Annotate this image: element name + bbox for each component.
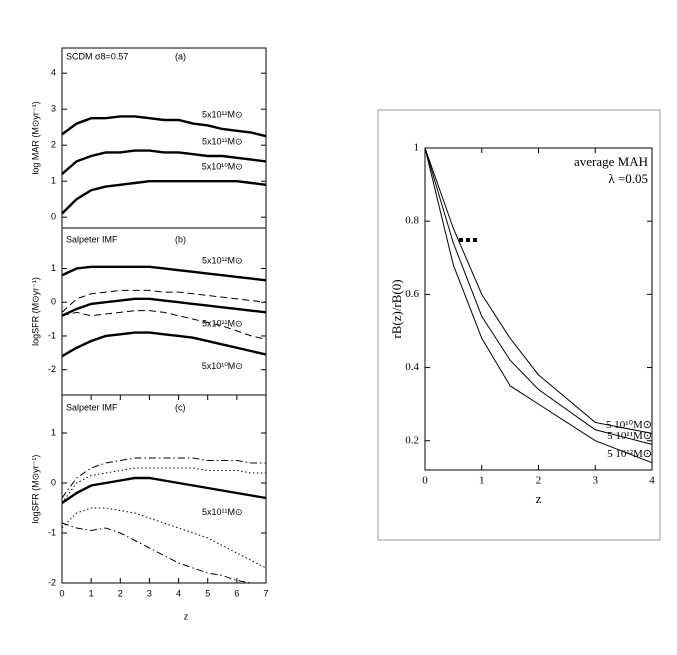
panel-title: SCDM σ8=0.57 bbox=[66, 51, 128, 61]
series-label: 5 10¹¹M⊙ bbox=[607, 430, 652, 442]
x-tick-label: 7 bbox=[263, 588, 268, 598]
line bbox=[61, 457, 266, 499]
line bbox=[61, 149, 267, 175]
series-label: 5x10¹¹M⊙ bbox=[202, 136, 243, 146]
annotation: (a) bbox=[175, 51, 186, 61]
figure-frame bbox=[377, 109, 661, 541]
marker bbox=[459, 238, 463, 242]
annotation: (c) bbox=[175, 402, 186, 412]
panel-title: Salpeter IMF bbox=[66, 402, 118, 412]
line bbox=[61, 289, 267, 313]
line bbox=[424, 147, 653, 464]
y-tick-label: 0.6 bbox=[405, 288, 419, 300]
x-tick-label: 4 bbox=[649, 475, 655, 487]
series-label: 5x10¹¹M⊙ bbox=[202, 507, 243, 517]
line bbox=[424, 147, 653, 445]
y-axis-label: logSFR (M⊙yr⁻¹) bbox=[30, 455, 40, 524]
annotation: λ =0.05 bbox=[608, 171, 648, 186]
y-tick-label: 3 bbox=[51, 104, 56, 114]
series-label: 5x10¹¹M⊙ bbox=[202, 319, 243, 329]
y-tick-label: 0 bbox=[51, 477, 56, 487]
x-tick-label: 6 bbox=[234, 588, 239, 598]
y-tick-label: 4 bbox=[51, 68, 56, 78]
x-tick-label: 5 bbox=[205, 588, 210, 598]
x-tick-label: 0 bbox=[422, 475, 428, 487]
series-label: 5 10¹⁰M⊙ bbox=[606, 419, 652, 431]
x-tick-label: 2 bbox=[536, 475, 542, 487]
y-axis-label: log MAR (M⊙yr⁻¹) bbox=[30, 101, 40, 174]
y-tick-label: 0.8 bbox=[405, 215, 419, 227]
y-tick-label: 0 bbox=[51, 297, 56, 307]
line bbox=[61, 115, 267, 138]
plot-frame bbox=[61, 394, 267, 584]
line bbox=[424, 147, 653, 434]
x-axis-label: z bbox=[184, 611, 189, 621]
series-label: 5 10¹²M⊙ bbox=[607, 448, 652, 460]
x-tick-label: 1 bbox=[89, 588, 94, 598]
y-tick-label: -1 bbox=[48, 527, 56, 537]
series-label: 5x10¹²M⊙ bbox=[202, 256, 243, 266]
line bbox=[61, 265, 267, 282]
x-axis-label: z bbox=[536, 491, 542, 506]
marker bbox=[473, 238, 477, 242]
x-tick-label: 3 bbox=[593, 475, 599, 487]
x-tick-label: 1 bbox=[479, 475, 485, 487]
y-tick-label: 1 bbox=[51, 427, 56, 437]
annotation: average MAH bbox=[574, 154, 648, 169]
series-label: 5x10¹⁰M⊙ bbox=[202, 162, 243, 172]
annotation: (b) bbox=[175, 234, 186, 244]
y-axis-label: rB(z)/rB(0) bbox=[389, 279, 404, 338]
line bbox=[61, 507, 267, 569]
y-tick-label: -1 bbox=[48, 330, 56, 340]
y-tick-label: 0.4 bbox=[405, 361, 419, 373]
y-tick-label: 0.2 bbox=[405, 434, 419, 446]
line bbox=[61, 476, 267, 504]
line bbox=[61, 310, 267, 340]
y-axis-label: logSFR (M⊙yr⁻¹) bbox=[30, 277, 40, 346]
y-tick-label: 1 bbox=[414, 142, 420, 154]
line bbox=[61, 331, 267, 358]
panel-title: Salpeter IMF bbox=[66, 234, 118, 244]
x-tick-label: 3 bbox=[147, 588, 152, 598]
series-label: 5x10¹⁰M⊙ bbox=[202, 361, 243, 371]
y-tick-label: -2 bbox=[48, 364, 56, 374]
line bbox=[61, 297, 267, 317]
y-tick-label: 1 bbox=[51, 176, 56, 186]
y-tick-label: 2 bbox=[51, 140, 56, 150]
marker bbox=[466, 238, 470, 242]
y-tick-label: 0 bbox=[51, 212, 56, 222]
series-label: 5x10¹²M⊙ bbox=[202, 109, 243, 119]
x-tick-label: 4 bbox=[176, 588, 181, 598]
x-tick-label: 2 bbox=[118, 588, 123, 598]
line bbox=[61, 180, 267, 215]
line bbox=[61, 522, 266, 584]
y-tick-label: -2 bbox=[48, 577, 56, 587]
x-tick-label: 0 bbox=[59, 588, 64, 598]
y-tick-label: 1 bbox=[51, 263, 56, 273]
